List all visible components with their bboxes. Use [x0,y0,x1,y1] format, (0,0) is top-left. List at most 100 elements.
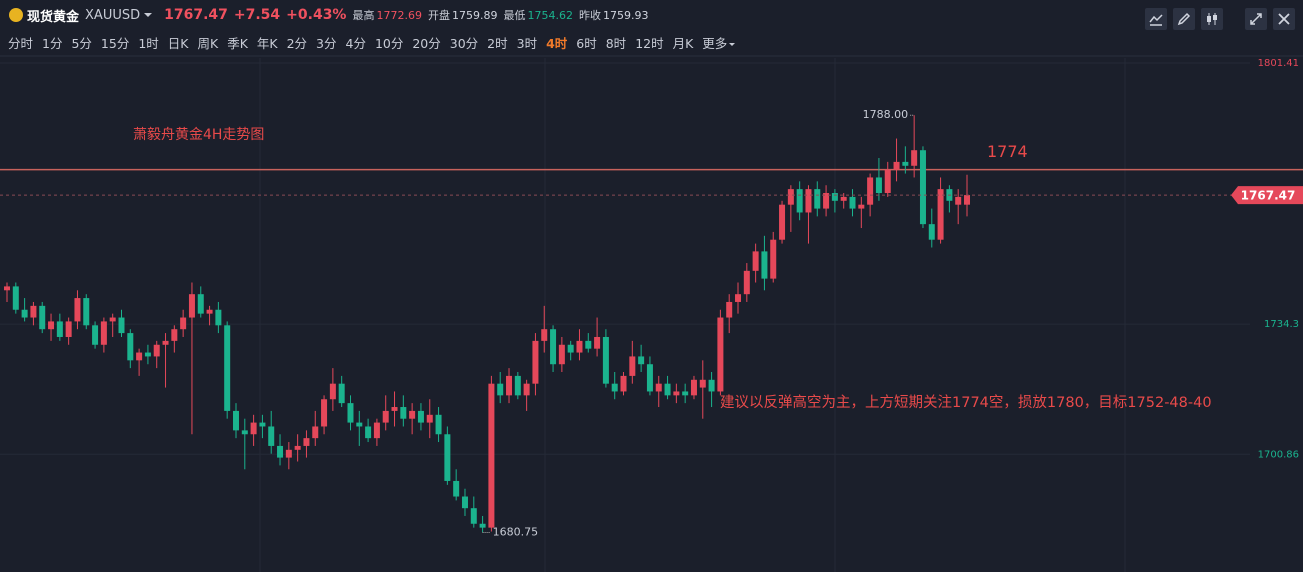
candle-body [356,422,363,427]
candle-body [391,407,398,411]
candle-body [197,294,204,314]
timeframe-button[interactable]: 更多 [702,33,735,52]
timeframe-button[interactable]: 3时 [516,36,538,51]
icon [1250,13,1262,25]
candle-body [74,298,81,322]
last-price-tag: 1767.47 [1241,189,1296,203]
stat-value: 1759.89 [451,9,498,22]
candle-body [893,161,900,170]
line-tool-button[interactable] [1145,8,1167,30]
candle-body [153,344,160,357]
candle-tool-button[interactable] [1201,8,1223,30]
candle-body [12,286,19,310]
min-label: 1680.75 [493,526,538,539]
candle-body [937,189,944,240]
timeframe-button[interactable]: 20分 [412,36,441,51]
timeframe-button[interactable]: 日K [167,36,189,51]
candle-body [523,383,530,396]
timeframe-button[interactable]: 2分 [286,36,308,51]
candle-body [294,445,301,450]
timeframe-button[interactable]: 6时 [576,36,597,51]
candle-body [858,204,865,209]
close-button[interactable] [1273,8,1295,30]
change: +7.54 [233,7,281,23]
candle-body [303,438,310,446]
candle-body [919,150,926,225]
candle-body [109,317,116,322]
candle-body [849,196,856,209]
timeframe-button[interactable]: 15分 [100,36,130,51]
candle-body [796,189,803,213]
last-price-tag-bg [1231,186,1303,205]
candle-body [506,375,513,396]
candle-body [312,426,319,439]
candle-body [558,344,565,365]
candle-body [224,325,231,411]
candle-body [514,375,521,396]
candle-body [444,434,451,481]
timeframe-button[interactable]: 月K [672,36,694,51]
candle-body [840,196,847,201]
candle-body [928,224,935,240]
annotation: 建议以反弹高空为主，上方短期关注1774空，损放1780，目标1752-48-4… [720,394,1212,411]
timeframe-button[interactable]: 5分 [71,36,92,51]
stat-label: 最低 [503,9,526,22]
candle-body [470,508,477,524]
candle-body [268,426,275,446]
timeframe-button[interactable]: 4分 [345,36,366,51]
resistance-label: 1774 [987,142,1028,161]
candle-body [136,352,143,361]
timeframe-bar: 分时 1分 5分 15分 1时 日K 周K 季K 年K 2分 3分 4分 10分 20分 30分 2时 3时 4时… [8,33,744,52]
candle-body [682,391,689,396]
timeframe-button[interactable]: 30分 [449,36,479,51]
candle-body [30,305,37,318]
candle-body [911,150,918,166]
candle-body [479,523,486,528]
change-pct: +0.43% [286,7,347,23]
candle-body [127,333,134,361]
candle-body [594,336,601,349]
symbol-dropdown[interactable]: XAUUSD [85,8,152,23]
candle-body [382,410,389,423]
chart-title: 萧毅舟黄金4H走势图 [133,126,264,143]
draw-tool-button[interactable] [1173,8,1195,30]
candle-body [664,383,671,396]
timeframe-button[interactable]: 周K [197,36,219,51]
timeframe-button[interactable]: 年K [256,36,278,51]
timeframe-button[interactable]: 1时 [138,36,159,51]
candle-body [241,430,248,435]
timeframe-button[interactable]: 10分 [374,36,404,51]
candle-body [735,294,742,302]
candle-body [532,340,539,384]
timeframe-button[interactable]: 1分 [42,36,63,51]
timeframe-button[interactable]: 分时 [8,36,34,51]
candle-body [884,169,891,194]
candle-body [373,422,380,439]
candle-body [39,305,46,330]
candle-body [541,329,548,341]
timeframe-button[interactable]: 4时 [546,36,568,51]
candle-body [875,177,882,194]
candle-body [964,195,970,205]
candle-body [761,251,768,279]
candle-body [400,407,407,419]
timeframe-button[interactable]: 季K [227,36,248,51]
candle-body [497,383,504,396]
instrument-name[interactable]: 现货黄金 [27,9,80,25]
timeframe-button[interactable]: 3分 [316,36,337,51]
timeframe-button[interactable]: 8时 [605,36,627,51]
icon [1177,12,1191,26]
candle-body [232,410,239,431]
candle-body [699,379,706,388]
stat-value: 1754.62 [527,9,573,22]
timeframe-button[interactable]: 2时 [487,36,508,51]
candle-body [550,329,557,365]
timeframe-button[interactable]: 12时 [635,36,664,51]
fullscreen-button[interactable] [1245,8,1267,30]
candle-body [100,321,107,345]
candle-body [48,321,55,330]
header: 现货黄金 XAUUSD 1767.47 +7.54 +0.43% 最高 1772.… [0,0,1303,30]
candle-body [814,189,821,209]
candle-body [823,193,830,209]
